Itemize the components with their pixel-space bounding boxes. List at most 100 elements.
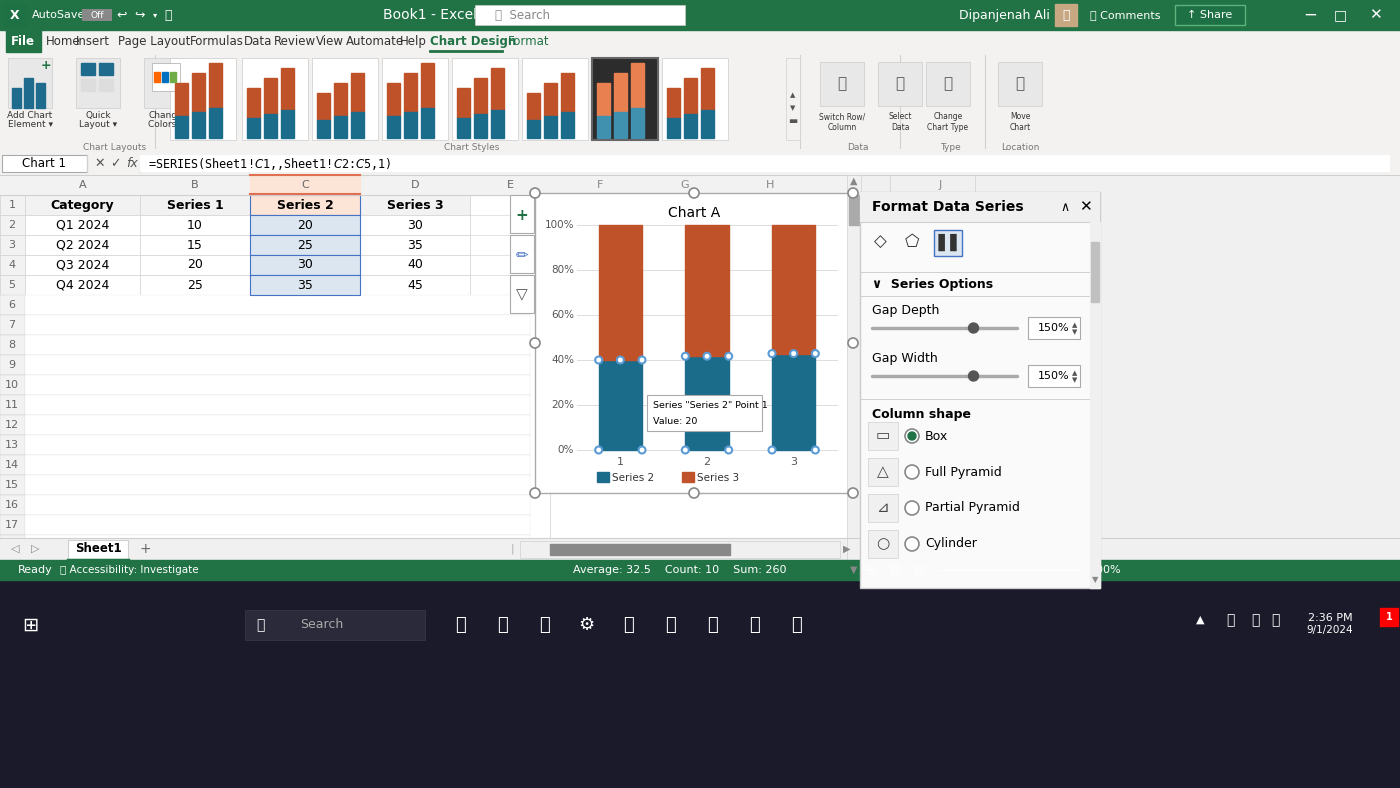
Text: △: △	[878, 464, 889, 480]
Circle shape	[725, 353, 732, 360]
Bar	[360, 215, 470, 235]
Text: 20: 20	[297, 218, 314, 232]
Text: Formulas: Formulas	[190, 35, 244, 47]
Text: I: I	[854, 180, 857, 190]
Text: Series 3: Series 3	[386, 199, 444, 211]
Text: Location: Location	[1001, 143, 1039, 151]
Text: ▼: ▼	[1072, 329, 1078, 335]
Circle shape	[909, 432, 916, 440]
Text: ▲: ▲	[1072, 322, 1078, 328]
Text: 30: 30	[297, 258, 314, 272]
Bar	[4, 4, 27, 26]
Text: Series 1: Series 1	[167, 199, 224, 211]
Circle shape	[848, 488, 858, 498]
Bar	[76, 58, 120, 108]
Text: 11: 11	[6, 400, 20, 410]
Bar	[847, 175, 861, 575]
Bar	[701, 68, 714, 110]
Text: 🗂: 🗂	[539, 616, 549, 634]
Circle shape	[682, 447, 689, 454]
Bar	[25, 535, 531, 555]
Text: 📊: 📊	[944, 76, 952, 91]
Bar	[25, 315, 531, 335]
Bar	[25, 515, 531, 535]
Bar	[281, 68, 294, 110]
Bar	[771, 354, 815, 450]
Bar	[0, 495, 25, 515]
Bar	[69, 540, 127, 559]
Text: D: D	[410, 180, 419, 190]
Text: 2: 2	[8, 220, 15, 230]
Text: 1: 1	[617, 457, 624, 467]
Text: 7: 7	[8, 320, 15, 330]
Bar	[868, 422, 897, 450]
Bar	[25, 375, 531, 395]
Bar	[510, 235, 533, 273]
Bar	[860, 192, 1100, 588]
Text: ⚙: ⚙	[578, 616, 594, 634]
Bar	[526, 120, 540, 138]
Text: Page Layout: Page Layout	[118, 35, 190, 47]
Bar	[25, 215, 140, 235]
Bar	[1091, 222, 1100, 588]
Text: ∧: ∧	[1060, 200, 1070, 214]
Circle shape	[790, 350, 797, 357]
Bar	[868, 458, 897, 486]
Bar	[162, 72, 168, 82]
Bar	[251, 175, 360, 195]
Text: 🪟: 🪟	[455, 616, 465, 634]
Bar	[0, 395, 25, 415]
Text: 2:36 PM: 2:36 PM	[1308, 613, 1352, 623]
Bar	[265, 78, 277, 114]
Bar	[140, 195, 251, 215]
Text: Review: Review	[274, 35, 316, 47]
Text: 💻: 💻	[749, 616, 759, 634]
Bar	[820, 62, 864, 106]
Text: 🌐: 🌐	[707, 616, 717, 634]
Bar	[596, 83, 610, 116]
Bar	[631, 63, 644, 108]
Bar	[0, 175, 860, 195]
Text: 20: 20	[6, 580, 20, 590]
Circle shape	[638, 447, 645, 454]
Text: Chart A: Chart A	[668, 206, 720, 220]
Bar	[631, 108, 644, 138]
Circle shape	[812, 447, 819, 454]
Text: 25: 25	[297, 239, 314, 251]
Circle shape	[725, 447, 732, 454]
Bar	[0, 255, 25, 275]
Bar	[154, 72, 160, 82]
Text: Change: Change	[148, 110, 183, 120]
Text: 40: 40	[407, 258, 423, 272]
Text: 35: 35	[407, 239, 423, 251]
Bar	[550, 544, 729, 555]
Bar	[686, 356, 728, 450]
Text: 🔍 Accessibility: Investigate: 🔍 Accessibility: Investigate	[60, 565, 199, 575]
Circle shape	[617, 356, 624, 363]
Text: Add Chart: Add Chart	[7, 110, 53, 120]
Text: +: +	[515, 207, 528, 222]
Bar	[242, 58, 308, 140]
Bar	[8, 58, 52, 108]
Bar	[0, 30, 1400, 52]
Text: □: □	[1333, 8, 1347, 22]
Bar	[0, 515, 25, 535]
Circle shape	[969, 371, 979, 381]
Bar	[596, 472, 609, 482]
Text: ∨  Series Options: ∨ Series Options	[872, 277, 993, 291]
Bar	[99, 79, 113, 91]
Bar	[1380, 608, 1399, 626]
Bar	[153, 63, 181, 91]
Circle shape	[682, 353, 689, 360]
Bar	[685, 78, 697, 114]
Text: 2: 2	[703, 457, 711, 467]
Bar	[140, 275, 251, 295]
Text: 150%: 150%	[1039, 323, 1070, 333]
Text: ↑ Share: ↑ Share	[1187, 10, 1232, 20]
Text: ▷: ▷	[31, 544, 39, 554]
Text: 20: 20	[188, 258, 203, 272]
Text: ⊡: ⊡	[914, 563, 925, 577]
Text: 10: 10	[188, 218, 203, 232]
Text: Change
Chart Type: Change Chart Type	[927, 113, 969, 132]
Text: ▲: ▲	[791, 92, 795, 98]
